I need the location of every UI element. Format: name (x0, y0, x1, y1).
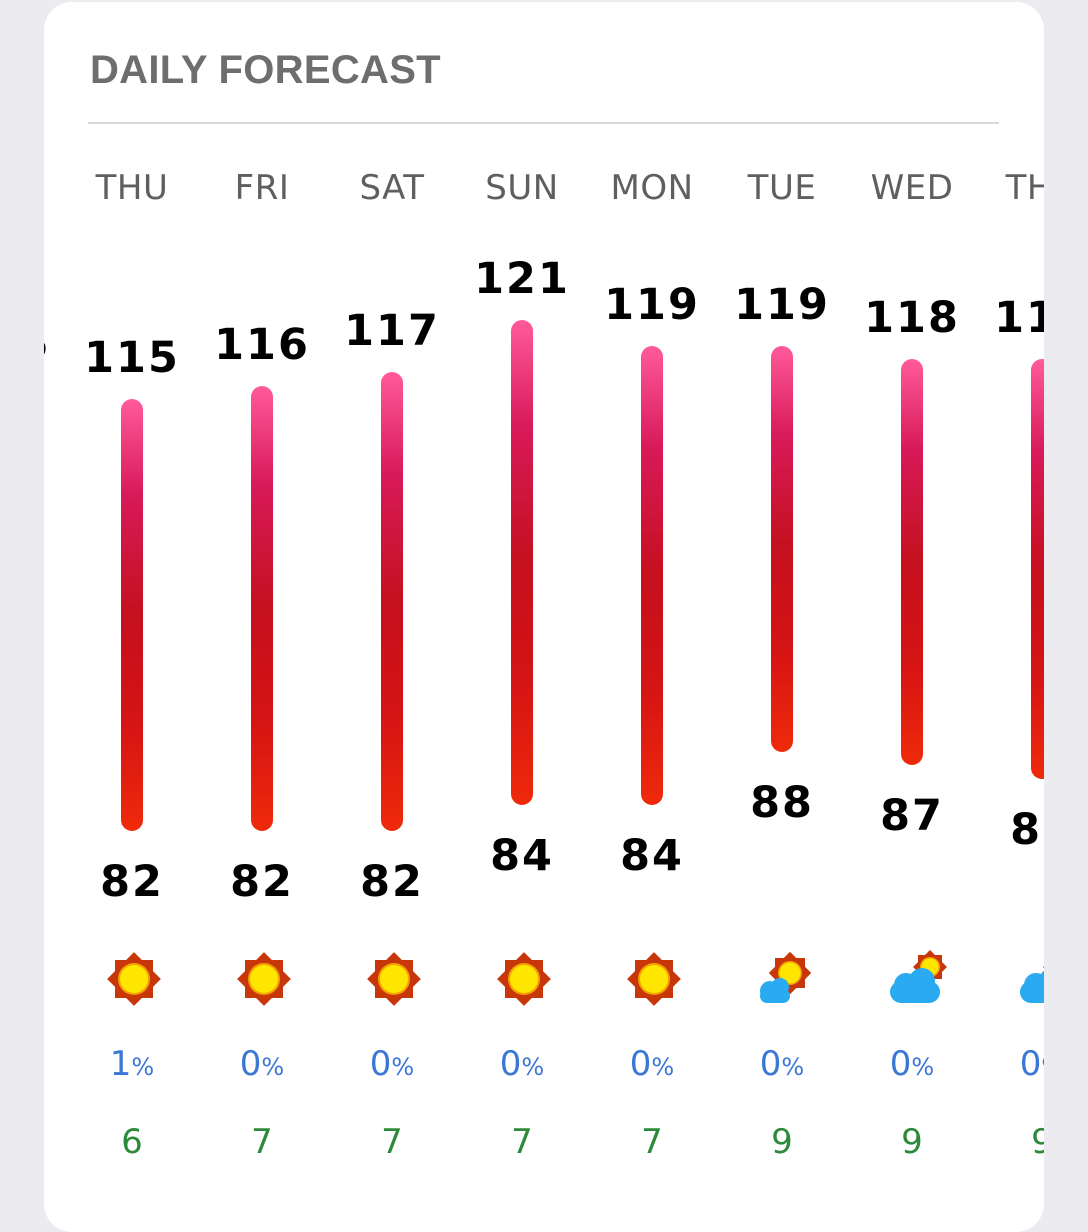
uv-index: 7 (251, 1122, 273, 1162)
day-label: FRI (234, 168, 290, 208)
temperature-range-bar (511, 320, 533, 805)
sun-icon (366, 949, 422, 1009)
uv-index: 9 (901, 1122, 923, 1162)
day-column[interactable]: SAT 117 82 0% 7 (327, 2, 457, 1202)
sun-icon (626, 949, 682, 1009)
temperature-range-bar (771, 346, 793, 753)
day-label: WED (44, 168, 67, 208)
precip-chance: 0% (327, 1044, 457, 1084)
sun-icon (106, 949, 162, 1009)
high-temp: 116 (44, 320, 67, 370)
low-temp: 87 (880, 791, 944, 842)
percent-sign: % (1041, 1053, 1044, 1081)
uv-index: 7 (511, 1122, 533, 1162)
temperature-range-bar (381, 372, 403, 831)
day-column[interactable]: FRI 116 82 0% 7 (197, 2, 327, 1202)
daily-forecast-card: DAILY FORECAST WED 116 84 1% 6 THU 115 8… (44, 2, 1044, 1232)
uv-index: 9 (771, 1122, 793, 1162)
percent-sign: % (131, 1053, 155, 1081)
low-temp: 82 (230, 857, 294, 907)
percent-sign: % (781, 1053, 805, 1081)
sun-icon (236, 949, 292, 1009)
low-temp: 82 (360, 857, 424, 907)
precip-value: 0 (369, 1044, 392, 1084)
day-label: THU (1005, 168, 1044, 208)
temperature-range-bar (121, 398, 143, 831)
high-temp: 115 (84, 332, 180, 383)
day-column[interactable]: THU 118 86 0% 9 (977, 2, 1044, 1202)
day-label: WED (870, 168, 954, 208)
sun-icon (496, 949, 552, 1009)
precip-value: 0 (239, 1044, 262, 1084)
partly-cloudy-icon (756, 949, 812, 1009)
precip-value: 0 (889, 1044, 912, 1084)
percent-sign: % (911, 1053, 935, 1081)
low-temp: 82 (100, 857, 164, 907)
day-label: MON (610, 168, 694, 208)
day-column[interactable]: SUN 121 84 0% 7 (457, 2, 587, 1202)
uv-index: 6 (44, 1122, 67, 1162)
high-temp: 119 (604, 280, 700, 331)
low-temp: 86 (1010, 804, 1044, 855)
card-title: DAILY FORECAST (90, 48, 441, 92)
percent-sign: % (521, 1053, 545, 1081)
day-column[interactable]: MON 119 84 0% 7 (587, 2, 717, 1202)
day-column[interactable]: TUE 119 88 0% 9 (717, 2, 847, 1202)
precip-chance: 0% (717, 1044, 847, 1084)
day-column[interactable]: THU 115 82 1% 6 (67, 2, 197, 1202)
percent-sign: % (651, 1053, 675, 1081)
low-temp: 84 (620, 830, 684, 881)
day-column[interactable]: WED 116 84 1% 6 (44, 2, 67, 1202)
precip-value: 0 (1019, 1044, 1042, 1084)
precip-value: 0 (629, 1044, 652, 1084)
precip-chance: 0% (197, 1044, 327, 1084)
uv-index: 7 (381, 1122, 403, 1162)
divider (88, 122, 999, 124)
uv-index: 6 (121, 1122, 143, 1162)
low-temp: 84 (490, 830, 554, 881)
day-label: SUN (485, 168, 559, 208)
precip-value: 0 (759, 1044, 782, 1084)
high-temp: 119 (734, 280, 830, 331)
percent-sign: % (261, 1053, 285, 1081)
precip-chance: 0% (457, 1044, 587, 1084)
temperature-range-bar (901, 359, 923, 766)
precip-value: 1 (109, 1044, 132, 1084)
high-temp: 117 (344, 306, 440, 357)
precip-chance: 1% (44, 1044, 67, 1084)
day-label: SAT (359, 168, 425, 208)
low-temp: 88 (750, 778, 814, 829)
day-column[interactable]: WED 118 87 0% 9 (847, 2, 977, 1202)
temperature-range-bar (251, 385, 273, 831)
temperature-range-bar (1031, 359, 1044, 779)
day-label: THU (95, 168, 169, 208)
mostly-cloudy-icon (1016, 949, 1044, 1009)
uv-index: 9 (1031, 1122, 1044, 1162)
high-temp: 121 (474, 254, 570, 304)
percent-sign: % (391, 1053, 415, 1081)
low-temp: 84 (44, 831, 67, 881)
day-label: TUE (747, 168, 817, 208)
precip-chance: 1% (67, 1044, 197, 1084)
high-temp: 118 (864, 293, 960, 344)
precip-chance: 0% (847, 1044, 977, 1084)
high-temp: 116 (214, 319, 310, 370)
uv-index: 7 (641, 1122, 663, 1162)
high-temp: 118 (994, 293, 1044, 344)
precip-chance: 0% (977, 1044, 1044, 1084)
precip-value: 0 (499, 1044, 522, 1084)
temperature-range-bar (641, 346, 663, 805)
precip-chance: 0% (587, 1044, 717, 1084)
mostly-cloudy-icon (886, 949, 947, 1009)
